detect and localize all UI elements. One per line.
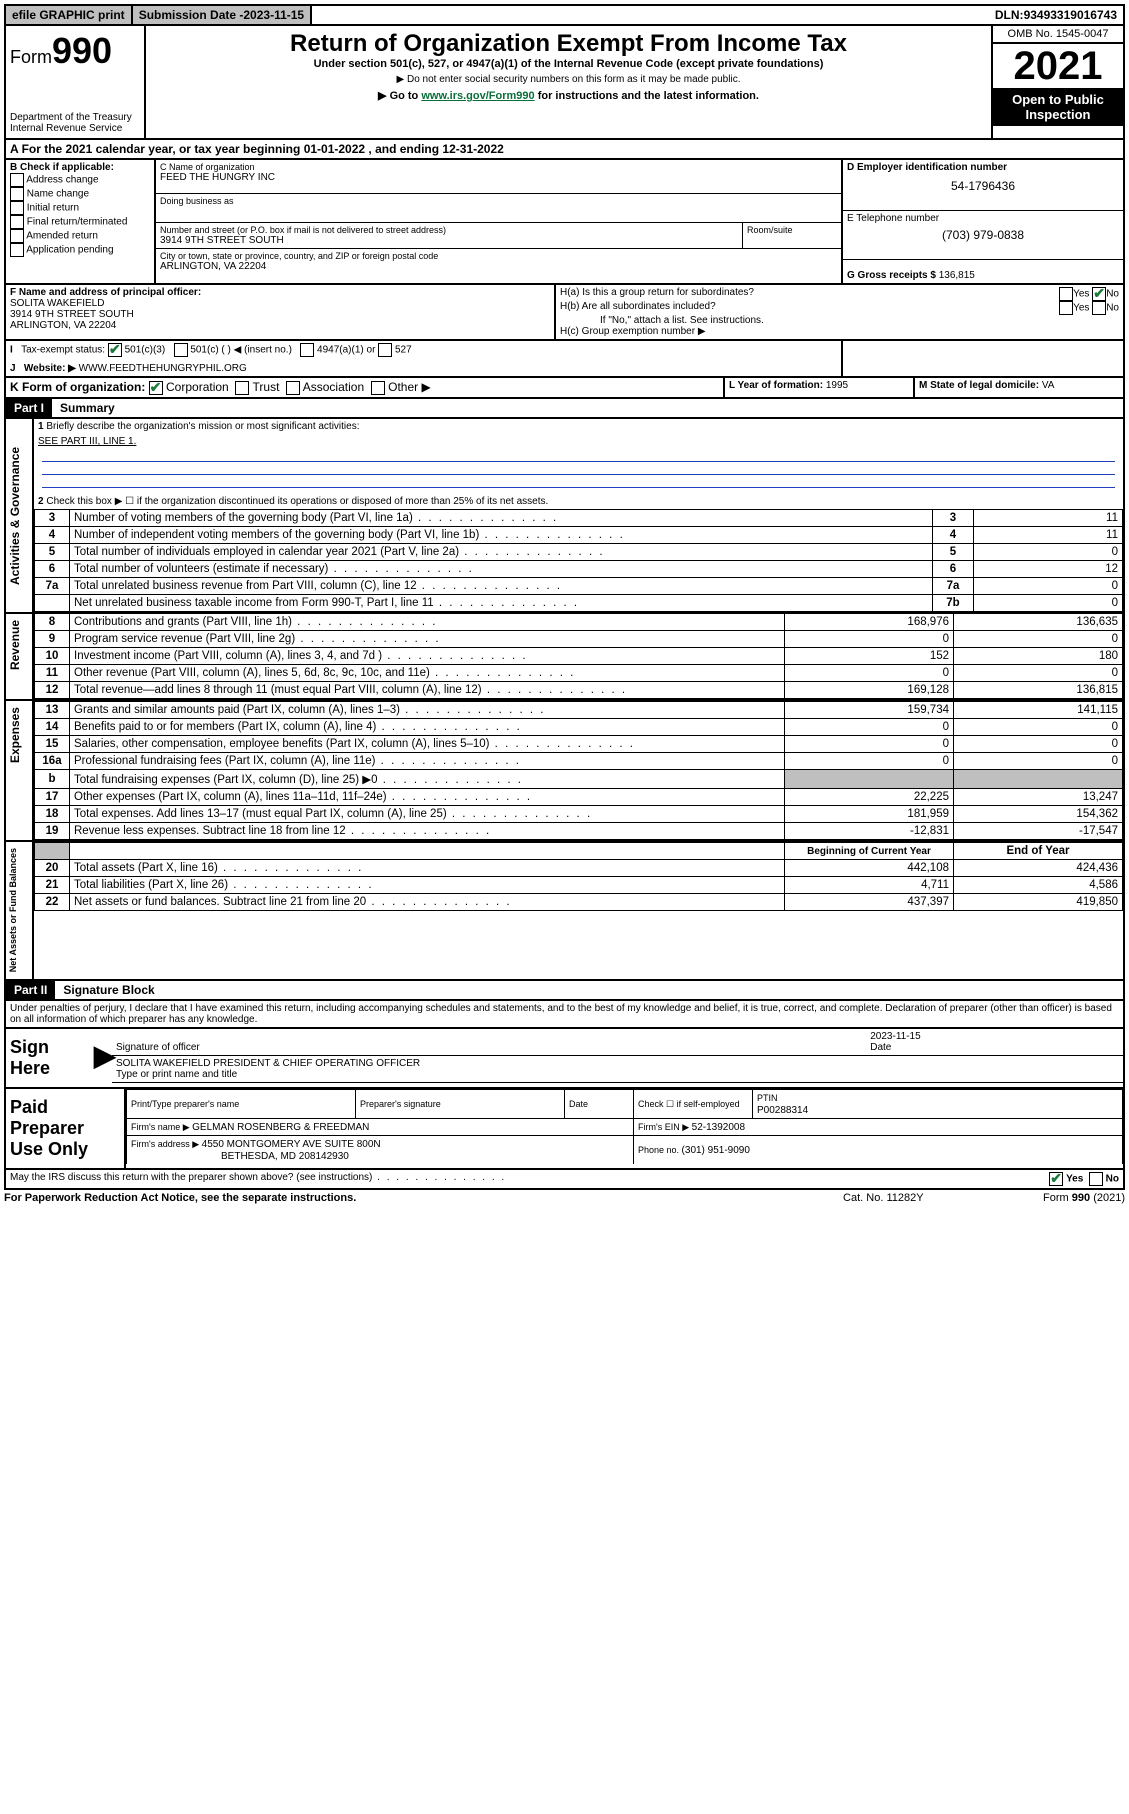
chk-501c[interactable] bbox=[174, 343, 188, 357]
tax-year: 2021 bbox=[993, 44, 1123, 88]
declaration-text: Under penalties of perjury, I declare th… bbox=[4, 1001, 1125, 1029]
open-to-public: Open to PublicInspection bbox=[993, 88, 1123, 126]
addr-label: Number and street (or P.O. box if mail i… bbox=[160, 225, 738, 235]
signature-line[interactable]: Signature of officer bbox=[112, 1029, 866, 1056]
box-f-label: F Name and address of principal officer: bbox=[10, 287, 550, 298]
submission-date-label: Submission Date - bbox=[139, 8, 244, 22]
chk-address-change[interactable]: Address change bbox=[10, 173, 150, 187]
chk-527[interactable] bbox=[378, 343, 392, 357]
box-e-label: E Telephone number bbox=[847, 213, 1119, 224]
chk-amended-return[interactable]: Amended return bbox=[10, 229, 150, 243]
line-j: J Website: ▶ WWW.FEEDTHEHUNGRYPHIL.ORG bbox=[10, 363, 837, 374]
expenses-block: Expenses 13Grants and similar amounts pa… bbox=[4, 701, 1125, 842]
box-b-header: B Check if applicable: bbox=[10, 162, 150, 173]
chk-other[interactable] bbox=[371, 381, 385, 395]
submission-date: Submission Date - 2023-11-15 bbox=[133, 6, 312, 24]
officer-name: SOLITA WAKEFIELD bbox=[10, 298, 550, 309]
footer-right: Form 990 (2021) bbox=[1043, 1192, 1125, 1204]
footer-left: For Paperwork Reduction Act Notice, see … bbox=[4, 1192, 843, 1204]
paid-preparer-label: Paid Preparer Use Only bbox=[6, 1089, 126, 1168]
chk-discuss-no[interactable] bbox=[1089, 1172, 1103, 1186]
sign-here-label: Sign Here bbox=[6, 1029, 94, 1087]
identity-block: B Check if applicable: Address change Na… bbox=[4, 160, 1125, 285]
vlabel-expenses: Expenses bbox=[6, 701, 24, 769]
officer-addr1: 3914 9TH STREET SOUTH bbox=[10, 309, 550, 320]
vlabel-revenue: Revenue bbox=[6, 614, 24, 676]
topbar: efile GRAPHIC print Submission Date - 20… bbox=[4, 4, 1125, 26]
officer-addr2: ARLINGTON, VA 22204 bbox=[10, 320, 550, 331]
chk-application-pending[interactable]: Application pending bbox=[10, 243, 150, 257]
form-number: Form990 bbox=[10, 30, 140, 72]
part-1-body: Activities & Governance 1 Briefly descri… bbox=[4, 419, 1125, 614]
part-1-header: Part I Summary bbox=[4, 399, 1125, 419]
q1: 1 Briefly describe the organization's mi… bbox=[34, 419, 1123, 434]
h-b: H(b) Are all subordinates included? Yes … bbox=[560, 301, 1119, 315]
expenses-table: 13Grants and similar amounts paid (Part … bbox=[34, 701, 1123, 840]
form-header: Form990 Department of the Treasury Inter… bbox=[4, 26, 1125, 140]
box-c-label: C Name of organization bbox=[160, 162, 837, 172]
arrow-icon: ▶ bbox=[94, 1029, 112, 1087]
irs-label: Internal Revenue Service bbox=[10, 123, 140, 134]
line-i-j: I Tax-exempt status: 501(c)(3) 501(c) ( … bbox=[4, 341, 1125, 378]
line-i: I Tax-exempt status: 501(c)(3) 501(c) ( … bbox=[10, 343, 837, 357]
line-m: M State of legal domicile: VA bbox=[915, 378, 1123, 397]
chk-final-return[interactable]: Final return/terminated bbox=[10, 215, 150, 229]
signature-block: Sign Here ▶ Signature of officer 2023-11… bbox=[4, 1029, 1125, 1089]
line-a-tax-year: A For the 2021 calendar year, or tax yea… bbox=[4, 140, 1125, 160]
net-assets-block: Net Assets or Fund Balances Beginning of… bbox=[4, 842, 1125, 980]
form-title: Return of Organization Exempt From Incom… bbox=[154, 30, 983, 58]
paid-preparer-block: Paid Preparer Use Only Print/Type prepar… bbox=[4, 1089, 1125, 1170]
governance-table: 3Number of voting members of the governi… bbox=[34, 509, 1123, 612]
city-label: City or town, state or province, country… bbox=[160, 251, 837, 261]
dln: DLN: 93493319016743 bbox=[989, 6, 1123, 24]
efile-print-button[interactable]: efile GRAPHIC print bbox=[6, 6, 133, 24]
subtitle-2: ▶ Do not enter social security numbers o… bbox=[154, 74, 983, 85]
officer-group-block: F Name and address of principal officer:… bbox=[4, 285, 1125, 341]
street-address: 3914 9TH STREET SOUTH bbox=[160, 235, 738, 246]
net-assets-table: Beginning of Current Year End of Year 20… bbox=[34, 842, 1123, 911]
h-a: H(a) Is this a group return for subordin… bbox=[560, 287, 1119, 301]
city-state-zip: ARLINGTON, VA 22204 bbox=[160, 261, 837, 272]
ein-value: 54-1796436 bbox=[847, 179, 1119, 193]
h-b-note: If "No," attach a list. See instructions… bbox=[560, 315, 1119, 326]
vlabel-net: Net Assets or Fund Balances bbox=[6, 842, 20, 978]
chk-4947[interactable] bbox=[300, 343, 314, 357]
q1-answer: SEE PART III, LINE 1. bbox=[34, 434, 1123, 449]
chk-initial-return[interactable]: Initial return bbox=[10, 201, 150, 215]
line-l: L Year of formation: 1995 bbox=[725, 378, 915, 397]
q2: 2 Check this box ▶ ☐ if the organization… bbox=[34, 494, 1123, 509]
chk-name-change[interactable]: Name change bbox=[10, 187, 150, 201]
chk-association[interactable] bbox=[286, 381, 300, 395]
revenue-block: Revenue 8Contributions and grants (Part … bbox=[4, 614, 1125, 702]
vlabel-governance: Activities & Governance bbox=[6, 419, 32, 612]
telephone-value: (703) 979-0838 bbox=[847, 228, 1119, 242]
dba-label: Doing business as bbox=[160, 196, 837, 206]
line-k-label: K Form of organization: bbox=[10, 380, 145, 394]
revenue-table: 8Contributions and grants (Part VIII, li… bbox=[34, 614, 1123, 700]
subtitle-3: ▶ Go to www.irs.gov/Form990 for instruct… bbox=[154, 89, 983, 102]
part-2-header: Part II Signature Block bbox=[4, 981, 1125, 1001]
may-irs-discuss: May the IRS discuss this return with the… bbox=[4, 1170, 1125, 1190]
box-d-label: D Employer identification number bbox=[847, 162, 1119, 173]
h-c: H(c) Group exemption number ▶ bbox=[560, 326, 1119, 337]
submission-date-value: 2023-11-15 bbox=[243, 8, 304, 22]
page-footer: For Paperwork Reduction Act Notice, see … bbox=[4, 1190, 1125, 1204]
room-label: Room/suite bbox=[747, 225, 837, 235]
irs-link[interactable]: www.irs.gov/Form990 bbox=[421, 90, 534, 102]
dept-treasury: Department of the Treasury bbox=[10, 112, 140, 123]
box-g: G Gross receipts $ 136,815 bbox=[847, 270, 1119, 281]
footer-mid: Cat. No. 11282Y bbox=[843, 1192, 1043, 1204]
chk-501c3[interactable] bbox=[108, 343, 122, 357]
officer-printed-name: SOLITA WAKEFIELD PRESIDENT & CHIEF OPERA… bbox=[112, 1056, 1123, 1083]
org-name: FEED THE HUNGRY INC bbox=[160, 172, 837, 183]
chk-discuss-yes[interactable] bbox=[1049, 1172, 1063, 1186]
omb-number: OMB No. 1545-0047 bbox=[993, 26, 1123, 44]
chk-corporation[interactable] bbox=[149, 381, 163, 395]
line-k-l-m: K Form of organization: Corporation Trus… bbox=[4, 378, 1125, 399]
subtitle-1: Under section 501(c), 527, or 4947(a)(1)… bbox=[154, 58, 983, 70]
signature-date: 2023-11-15Date bbox=[866, 1029, 1123, 1056]
chk-trust[interactable] bbox=[235, 381, 249, 395]
